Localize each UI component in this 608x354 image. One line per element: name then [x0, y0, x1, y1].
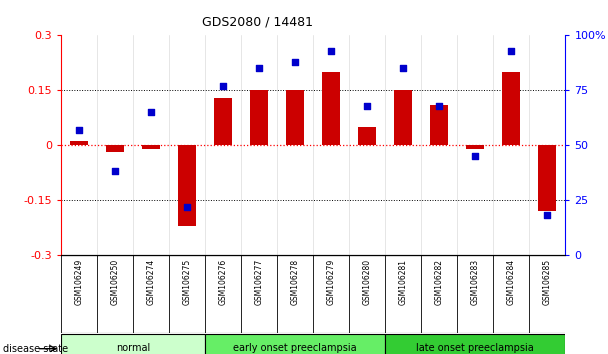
Bar: [502, 72, 520, 145]
Bar: [539, 145, 556, 211]
Bar: [178, 145, 196, 225]
Text: early onset preeclampsia: early onset preeclampsia: [233, 343, 357, 353]
Text: normal: normal: [116, 343, 150, 353]
Bar: [250, 90, 268, 145]
Text: GSM106283: GSM106283: [471, 259, 480, 305]
Point: [362, 103, 372, 108]
Bar: [214, 98, 232, 145]
Bar: [358, 127, 376, 145]
Point: [182, 204, 192, 210]
Point: [254, 65, 264, 71]
Text: late onset preeclampsia: late onset preeclampsia: [416, 343, 534, 353]
Bar: [286, 90, 304, 145]
Text: GSM106281: GSM106281: [399, 259, 408, 305]
Point: [290, 59, 300, 64]
Text: GSM106278: GSM106278: [291, 259, 300, 305]
Point: [146, 109, 156, 115]
Bar: [466, 145, 485, 149]
Text: GDS2080 / 14481: GDS2080 / 14481: [202, 15, 313, 28]
Text: GSM106249: GSM106249: [74, 259, 83, 305]
Point: [471, 153, 480, 159]
Point: [506, 48, 516, 53]
Bar: [70, 142, 88, 145]
Text: GSM106276: GSM106276: [218, 259, 227, 305]
Text: GSM106280: GSM106280: [363, 259, 371, 305]
Point: [434, 103, 444, 108]
Point: [326, 48, 336, 53]
Point: [74, 127, 84, 133]
Point: [110, 169, 120, 174]
Bar: [394, 90, 412, 145]
Text: GSM106275: GSM106275: [182, 259, 192, 305]
Text: GSM106279: GSM106279: [326, 259, 336, 305]
Text: GSM106250: GSM106250: [111, 259, 119, 305]
Point: [218, 83, 228, 89]
Bar: [61, 334, 205, 354]
Bar: [142, 145, 160, 149]
Bar: [205, 334, 385, 354]
Text: GSM106285: GSM106285: [543, 259, 552, 305]
Point: [398, 65, 408, 71]
Text: GSM106274: GSM106274: [147, 259, 156, 305]
Bar: [106, 145, 124, 153]
Point: [542, 212, 552, 218]
Text: disease state: disease state: [3, 344, 68, 354]
Bar: [322, 72, 340, 145]
Text: GSM106277: GSM106277: [255, 259, 263, 305]
Bar: [430, 105, 448, 145]
Bar: [385, 334, 565, 354]
Text: GSM106282: GSM106282: [435, 259, 444, 305]
Text: GSM106284: GSM106284: [507, 259, 516, 305]
